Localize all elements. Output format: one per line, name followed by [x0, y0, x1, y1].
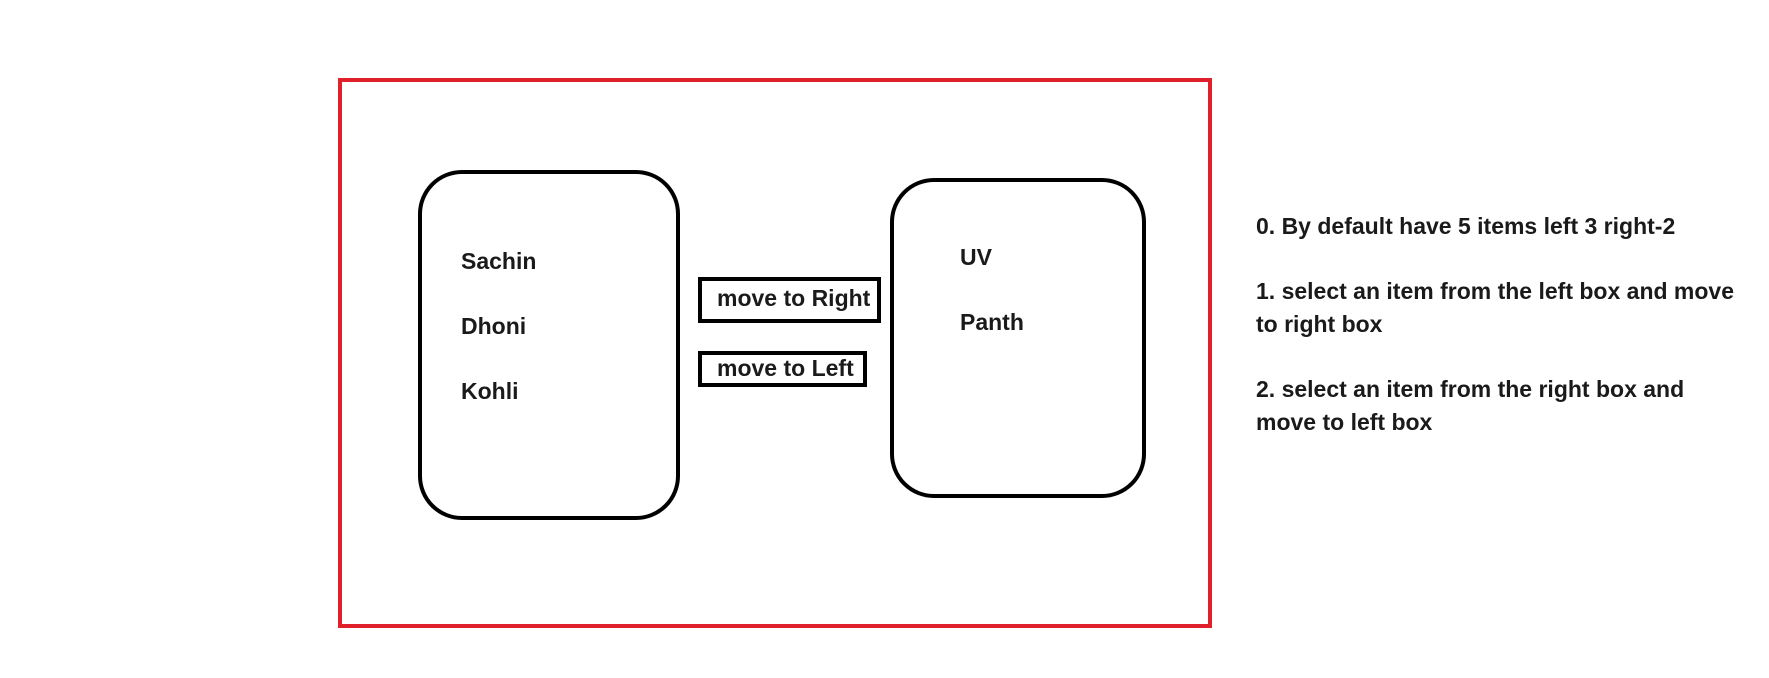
- right-list-item-panth[interactable]: Panth: [960, 309, 1024, 335]
- note-move-left-to-right: 1. select an item from the left box and …: [1256, 278, 1735, 337]
- left-list-item-kohli[interactable]: Kohli: [461, 378, 519, 404]
- left-list-box[interactable]: [418, 170, 680, 520]
- move-to-right-button[interactable]: move to Right: [698, 277, 881, 323]
- move-to-left-button[interactable]: move to Left: [698, 351, 867, 387]
- note-move-right-to-left: 2. select an item from the right box and…: [1256, 376, 1685, 435]
- right-list-item-uv[interactable]: UV: [960, 244, 992, 270]
- note-default-items: 0. By default have 5 items left 3 right-…: [1256, 213, 1676, 239]
- right-list-box[interactable]: [890, 178, 1146, 498]
- left-list-item-dhoni[interactable]: Dhoni: [461, 313, 527, 339]
- outer-frame: [338, 78, 1212, 628]
- requirements-notes: 0. By default have 5 items left 3 right-…: [1256, 210, 1736, 471]
- left-list-item-sachin[interactable]: Sachin: [461, 248, 537, 274]
